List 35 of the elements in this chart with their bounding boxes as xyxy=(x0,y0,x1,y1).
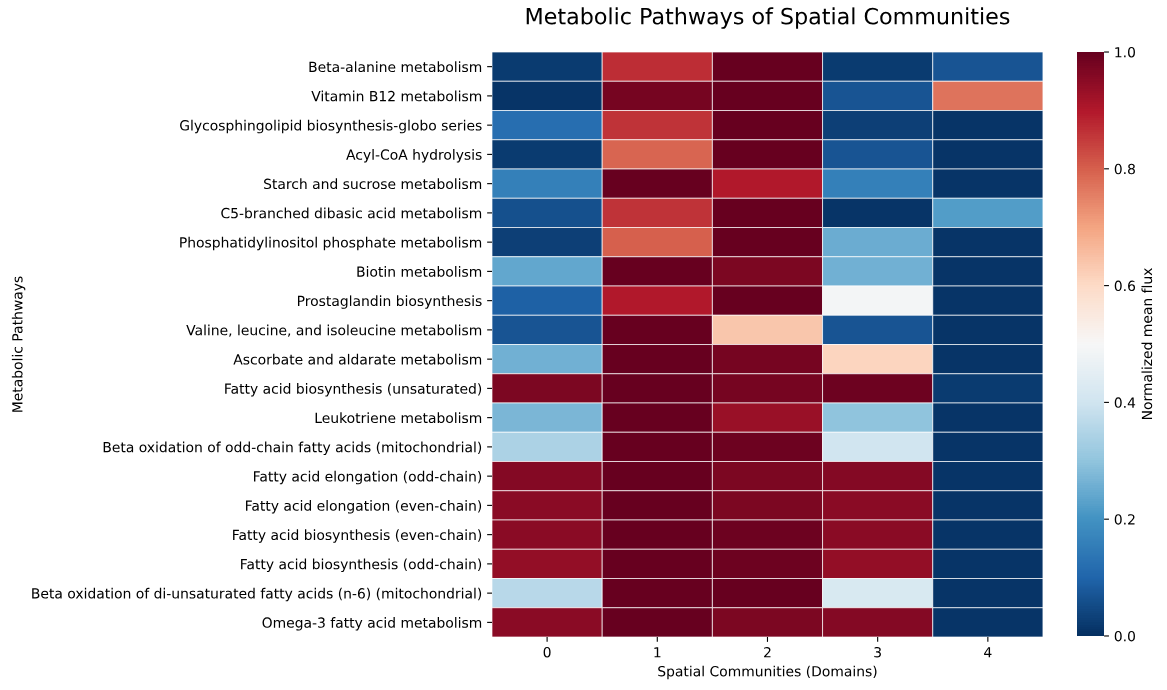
y-tick-label: Fatty acid elongation (odd-chain) xyxy=(254,470,482,485)
y-tick-label: Leukotriene metabolism xyxy=(315,412,482,424)
x-tick-label: 0 xyxy=(543,646,551,658)
x-axis-title: Spatial Communities (Domains) xyxy=(658,665,877,680)
color-bar-label: 1.0 xyxy=(1115,46,1135,58)
y-tick-label: Fatty acid biosynthesis (even-chain) xyxy=(233,529,482,543)
y-axis-title: Metabolic Pathways xyxy=(11,276,26,412)
x-tick-label: 2 xyxy=(764,646,771,658)
color-bar-label: 0.8 xyxy=(1114,163,1135,175)
color-bar-label: 0.0 xyxy=(1114,630,1135,642)
y-tick-label: Acyl-CoA hydrolysis xyxy=(346,149,482,163)
x-tick-label: 1 xyxy=(654,647,661,658)
x-tick-label: 4 xyxy=(984,647,992,658)
y-tick-label: Biotin metabolism xyxy=(357,266,482,277)
y-tick-label: Beta oxidation of odd-chain fatty acids (mitochondrial) xyxy=(103,441,482,456)
y-tick-label: Fatty acid biosynthesis (odd-chain) xyxy=(241,558,482,573)
y-tick-label: Fatty acid elongation (even-chain) xyxy=(246,500,482,514)
y-tick-label: Starch and sucrose metabolism xyxy=(264,178,482,190)
y-tick-label: Beta-alanine metabolism xyxy=(309,61,482,73)
y-tick-label: Omega-3 fatty acid metabolism xyxy=(262,617,482,631)
y-tick-label: Phosphatidylinositol phosphate metabolism xyxy=(180,236,482,251)
color-bar-title: Normalized mean flux xyxy=(1141,268,1153,420)
chart-title: Metabolic Pathways of Spatial Communities xyxy=(526,7,1010,29)
color-bar-label: 0.4 xyxy=(1114,397,1136,408)
color-bar-label: 0.2 xyxy=(1114,514,1135,525)
y-tick-label: Ascorbate and aldarate metabolism xyxy=(233,353,482,365)
y-tick-label: Prostaglandin biosynthesis xyxy=(297,295,482,309)
y-tick-label: Beta oxidation of di-unsaturated fatty acids (n-6) (mitochondrial) xyxy=(32,587,482,602)
y-tick-label: Valine, leucine, and isoleucine metabolism xyxy=(186,324,482,337)
color-bar-label: 0.6 xyxy=(1114,280,1136,292)
y-tick-label: Glycosphingolipid biosynthesis-globo series xyxy=(180,119,482,134)
x-tick-label: 3 xyxy=(874,646,881,658)
y-tick-label: Fatty acid biosynthesis (unsaturated) xyxy=(225,383,482,397)
y-tick-label: C5-branched dibasic acid metabolism xyxy=(221,207,482,219)
y-tick-label: Vitamin B12 metabolism xyxy=(311,90,482,102)
